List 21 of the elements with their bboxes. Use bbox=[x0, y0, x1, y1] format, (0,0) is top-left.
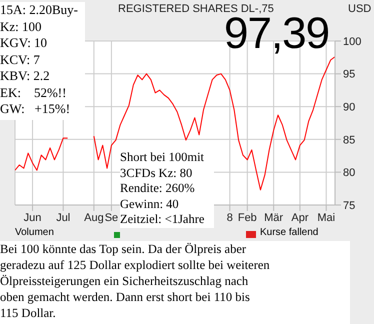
y-tick-label: 80 bbox=[343, 167, 356, 180]
annotation: 15A: 2.20Buy- Kz: 100 KGV: 10 KCV: 7 KBV: 2.2 EK: 52%!! GW: +15%! bbox=[0, 2, 85, 118]
y-tick-label: 100 bbox=[343, 36, 362, 48]
annotation: Short bei 100mit 3CFDs Kz: 80 Rendite: 260% Gewinn: 40 Zeitziel: <1Jahre bbox=[120, 150, 214, 228]
text: Volumen bbox=[15, 227, 54, 238]
text: Bei 100 könnte das Top sein. Da der Ölpreis aber geradezu auf 125 Dollar explodiert sollte bei weiteren Ölpreissteigerungen ein Sicherheitszuschlag nach oben gemacht werden. Dann erst short bei 110 bis 115 Dollar. bbox=[0, 241, 350, 321]
y-tick-label: 85 bbox=[343, 134, 356, 146]
text: Kurse fallend bbox=[260, 227, 318, 238]
x-tick-label: Se bbox=[104, 212, 118, 224]
x-tick-label: Aug bbox=[84, 212, 104, 224]
y-axis-title: USD bbox=[348, 3, 372, 15]
x-tick-label: Jun bbox=[24, 212, 42, 224]
x-tick-label: Mai bbox=[317, 212, 336, 224]
x-tick-label: Apr bbox=[291, 212, 309, 224]
x-tick-label: Mär bbox=[264, 212, 284, 224]
y-tick-label: 75 bbox=[343, 200, 356, 212]
x-tick-label: Feb bbox=[238, 212, 257, 224]
y-tick-label: 95 bbox=[343, 68, 356, 81]
x-tick-label: 8 bbox=[226, 212, 233, 224]
x-tick-label: Jul bbox=[56, 212, 70, 224]
y-tick-label: 90 bbox=[343, 102, 356, 114]
